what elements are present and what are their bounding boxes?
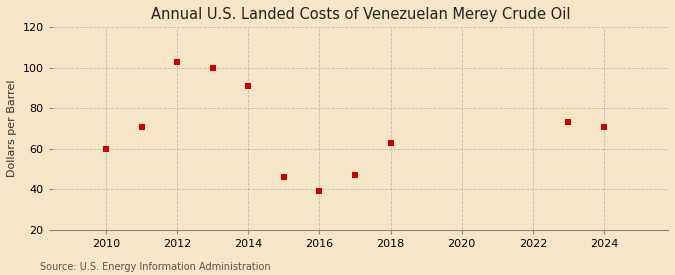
Point	[599, 124, 610, 129]
Point	[136, 124, 147, 129]
Title: Annual U.S. Landed Costs of Venezuelan Merey Crude Oil: Annual U.S. Landed Costs of Venezuelan M…	[151, 7, 570, 22]
Point	[563, 120, 574, 125]
Point	[171, 59, 182, 64]
Point	[279, 175, 290, 179]
Point	[207, 65, 218, 70]
Point	[243, 84, 254, 88]
Point	[350, 173, 360, 177]
Text: Source: U.S. Energy Information Administration: Source: U.S. Energy Information Administ…	[40, 262, 271, 272]
Point	[101, 147, 111, 151]
Point	[385, 141, 396, 145]
Y-axis label: Dollars per Barrel: Dollars per Barrel	[7, 80, 17, 177]
Point	[314, 189, 325, 194]
